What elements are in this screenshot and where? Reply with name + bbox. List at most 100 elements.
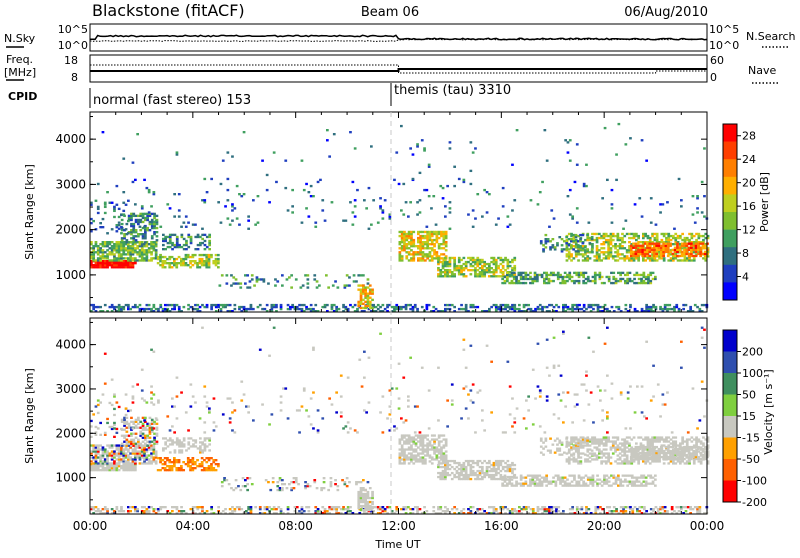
data-cell — [178, 244, 181, 246]
data-cell — [187, 443, 190, 445]
data-cell — [116, 428, 119, 430]
data-cell — [92, 253, 95, 255]
data-cell — [635, 247, 638, 249]
data-cell — [106, 245, 109, 247]
data-cell — [458, 462, 461, 464]
data-cell — [146, 255, 149, 257]
data-cell — [612, 233, 615, 235]
data-cell — [647, 276, 650, 278]
data-cell — [275, 304, 278, 306]
data-cell — [197, 234, 200, 236]
data-cell — [689, 506, 692, 508]
data-cell — [367, 286, 370, 288]
data-cell — [113, 456, 116, 458]
data-cell — [460, 265, 463, 267]
data-cell — [144, 439, 147, 441]
data-cell — [173, 258, 176, 260]
data-cell — [178, 215, 181, 217]
data-cell — [113, 424, 116, 426]
data-cell — [356, 189, 359, 191]
data-cell — [467, 213, 470, 215]
data-cell — [149, 229, 152, 231]
data-cell — [536, 477, 539, 479]
data-cell — [313, 274, 316, 276]
data-cell — [215, 469, 218, 471]
data-cell — [187, 304, 190, 306]
data-cell — [436, 454, 439, 456]
data-cell — [208, 469, 211, 471]
data-cell — [472, 466, 475, 468]
data-cell — [652, 508, 655, 510]
colorbar-tick-label: 4 — [742, 271, 749, 284]
data-cell — [645, 304, 648, 306]
data-cell — [685, 510, 688, 512]
data-cell — [168, 459, 171, 461]
data-cell — [525, 481, 528, 483]
data-cell — [612, 272, 615, 274]
data-cell — [222, 510, 225, 512]
data-cell — [97, 249, 100, 251]
data-cell — [495, 259, 498, 261]
data-cell — [97, 259, 100, 261]
data-cell — [424, 259, 427, 261]
data-cell — [208, 262, 211, 264]
data-cell — [134, 304, 137, 306]
data-cell — [449, 259, 452, 261]
data-cell — [422, 442, 425, 444]
data-cell — [470, 510, 473, 512]
data-cell — [445, 450, 448, 452]
data-cell — [176, 304, 179, 306]
data-cell — [364, 307, 367, 309]
data-cell — [530, 308, 533, 310]
data-cell — [146, 450, 149, 452]
data-cell — [121, 435, 124, 437]
data-cell — [573, 475, 576, 477]
data-cell — [504, 269, 507, 271]
data-cell — [506, 280, 509, 282]
data-cell — [227, 199, 230, 201]
data-cell — [444, 478, 447, 480]
data-cell — [541, 274, 544, 276]
data-cell — [601, 197, 604, 199]
data-cell — [176, 153, 179, 155]
data-cell — [586, 234, 589, 236]
data-cell — [520, 479, 523, 481]
data-cell — [208, 236, 211, 238]
data-cell — [353, 280, 356, 282]
data-cell — [606, 308, 609, 310]
data-cell — [237, 485, 240, 487]
data-cell — [655, 506, 658, 508]
data-cell — [123, 437, 126, 439]
data-cell — [615, 282, 618, 284]
data-cell — [446, 472, 449, 474]
data-cell — [440, 257, 443, 259]
data-cell — [412, 239, 415, 241]
data-cell — [113, 460, 116, 462]
data-cell — [132, 213, 135, 215]
data-cell — [156, 433, 159, 435]
data-cell — [104, 304, 107, 306]
data-cell — [520, 475, 523, 477]
data-cell — [187, 254, 190, 256]
data-cell — [676, 245, 679, 247]
data-cell — [300, 286, 303, 288]
data-cell — [403, 462, 406, 464]
data-cell — [422, 237, 425, 239]
data-cell — [555, 304, 558, 306]
data-cell — [620, 506, 623, 508]
data-cell — [309, 485, 312, 487]
data-cell — [314, 226, 317, 228]
data-cell — [433, 440, 436, 442]
data-cell — [559, 483, 562, 485]
data-cell — [146, 253, 149, 255]
data-cell — [155, 245, 158, 247]
freq-tick-bottom: 8 — [71, 71, 78, 84]
data-cell — [137, 427, 140, 429]
data-cell — [531, 479, 534, 481]
colorbar-tick-label: 28 — [742, 130, 756, 143]
data-cell — [518, 506, 521, 508]
data-cell — [130, 435, 133, 437]
data-cell — [221, 485, 224, 487]
data-cell — [426, 257, 429, 259]
data-cell — [681, 255, 684, 257]
